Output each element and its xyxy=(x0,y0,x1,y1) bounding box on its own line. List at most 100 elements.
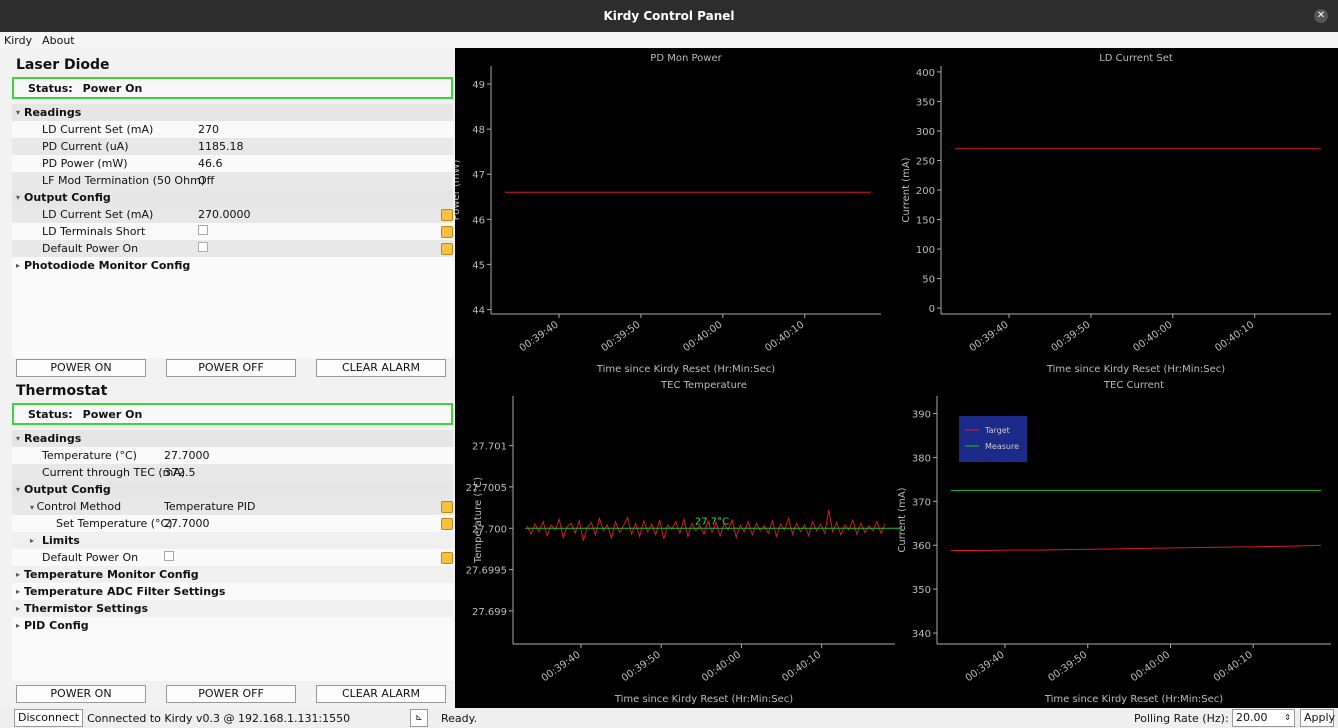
laser-output-group[interactable]: ▾ Output Config xyxy=(12,189,453,206)
y-tick-label: 27.700 xyxy=(472,524,507,535)
legend-box xyxy=(959,416,1027,462)
plot-title: PD Mon Power xyxy=(650,53,722,64)
set-temperature-field[interactable]: 27.7000 xyxy=(164,517,210,530)
thermistor-settings-group[interactable]: ▸ Thermistor Settings xyxy=(12,600,453,617)
thermo-readings-group[interactable]: ▾ Readings xyxy=(12,430,453,447)
reset-default-icon[interactable] xyxy=(441,208,453,221)
laser-readings-group[interactable]: ▾ Readings xyxy=(12,104,453,121)
thermo-reading-row: Temperature (°C) 27.7000 xyxy=(42,449,210,462)
reset-default-icon[interactable] xyxy=(441,517,453,530)
reset-default-icon[interactable] xyxy=(441,242,453,255)
y-axis-label: Current (mA) xyxy=(901,157,912,222)
y-tick-label: 300 xyxy=(916,127,935,138)
ld-current-set-row[interactable]: LD Current Set (mA) 270.0000 xyxy=(12,206,453,223)
x-axis-label: Time since Kirdy Reset (Hr:Min:Sec) xyxy=(614,694,793,705)
laser-default-power-checkbox[interactable] xyxy=(198,242,208,252)
expand-arrow-icon[interactable]: ▸ xyxy=(15,621,20,630)
y-tick-label: 49 xyxy=(472,80,485,91)
x-tick-label: 00:39:40 xyxy=(540,649,583,684)
x-tick-label: 00:40:10 xyxy=(780,649,823,684)
laser-default-power-row: Default Power On xyxy=(12,240,453,257)
menu-about[interactable]: About xyxy=(42,33,75,47)
y-tick-label: 360 xyxy=(912,541,931,552)
expand-arrow-icon[interactable]: ▸ xyxy=(15,604,20,613)
collapse-arrow-icon[interactable]: ▾ xyxy=(15,108,20,117)
y-tick-label: 370 xyxy=(912,497,931,508)
collapse-arrow-icon[interactable]: ▾ xyxy=(15,193,20,202)
reset-default-icon[interactable] xyxy=(441,551,453,564)
temp-adc-filter-group[interactable]: ▸ Temperature ADC Filter Settings xyxy=(12,583,453,600)
close-icon[interactable]: ✕ xyxy=(1314,9,1328,23)
laser-reading-row: LF Mod Termination (50 Ohm) Off xyxy=(12,172,453,189)
disconnect-button[interactable]: Disconnect xyxy=(14,709,84,727)
y-tick-label: 44 xyxy=(472,305,485,316)
control-method-select[interactable]: Temperature PID xyxy=(164,500,256,513)
y-tick-label: 350 xyxy=(916,97,935,108)
y-tick-label: 27.7005 xyxy=(466,483,507,494)
pid-config-group[interactable]: ▸ PID Config xyxy=(12,617,453,634)
laser-button-row: POWER ON POWER OFF CLEAR ALARM xyxy=(16,359,446,377)
y-tick-label: 27.699 xyxy=(472,607,507,618)
y-tick-label: 200 xyxy=(916,186,935,197)
x-tick-label: 00:39:50 xyxy=(1050,319,1093,354)
laser-clear-alarm-button[interactable]: CLEAR ALARM xyxy=(316,359,446,377)
y-tick-label: 340 xyxy=(912,629,931,640)
expand-arrow-icon[interactable]: ▸ xyxy=(30,536,35,545)
thermo-default-power-checkbox[interactable] xyxy=(164,551,174,561)
series-line xyxy=(951,544,1322,551)
x-tick-label: 00:40:00 xyxy=(681,319,724,354)
ld-current-set-field[interactable]: 270.0000 xyxy=(198,208,251,221)
x-axis-label: Time since Kirdy Reset (Hr:Min:Sec) xyxy=(1044,694,1223,705)
x-tick-label: 00:39:50 xyxy=(600,319,643,354)
thermostat-title: Thermostat xyxy=(16,383,108,399)
limits-group[interactable]: ▸ Limits xyxy=(12,532,453,549)
polling-rate-input[interactable]: 20.00 ⇕ xyxy=(1232,709,1295,727)
set-temperature-row[interactable]: Set Temperature (°C) 27.7000 xyxy=(12,515,453,532)
title-bar: Kirdy Control Panel ✕ xyxy=(0,0,1338,32)
laser-status-value: Power On xyxy=(82,81,143,95)
laser-power-off-button[interactable]: POWER OFF xyxy=(166,359,296,377)
thermo-power-on-button[interactable]: POWER ON xyxy=(16,685,146,703)
y-axis-label: Temperature (°C) xyxy=(473,477,484,564)
x-axis-label: Time since Kirdy Reset (Hr:Min:Sec) xyxy=(596,364,775,375)
collapse-arrow-icon[interactable]: ▾ xyxy=(30,503,37,512)
spinbox-arrows-icon[interactable]: ⇕ xyxy=(1284,713,1291,722)
thermo-clear-alarm-button[interactable]: CLEAR ALARM xyxy=(316,685,446,703)
y-tick-label: 350 xyxy=(912,585,931,596)
ld-terminals-short-checkbox[interactable] xyxy=(198,225,208,235)
x-tick-label: 00:40:00 xyxy=(700,649,743,684)
laser-power-on-button[interactable]: POWER ON xyxy=(16,359,146,377)
expand-arrow-icon[interactable]: ▸ xyxy=(15,570,20,579)
plot-settings-icon[interactable]: ⊾ xyxy=(410,709,428,727)
menu-kirdy[interactable]: Kirdy xyxy=(4,33,33,47)
ld-terminals-short-row: LD Terminals Short xyxy=(12,223,453,240)
thermo-output-group[interactable]: ▾ Output Config xyxy=(12,481,453,498)
expand-arrow-icon[interactable]: ▸ xyxy=(15,587,20,596)
expand-arrow-icon[interactable]: ▸ xyxy=(15,261,20,270)
laser-param-tree: ▾ Readings LD Current Set (mA) 270 PD Curr… xyxy=(12,104,453,358)
plot-title: TEC Current xyxy=(1103,380,1164,391)
ready-status: Ready. xyxy=(441,712,478,725)
y-tick-label: 48 xyxy=(472,125,485,136)
x-tick-label: 00:40:10 xyxy=(1213,319,1256,354)
legend-entry: Measure xyxy=(985,442,1019,451)
x-tick-label: 00:39:50 xyxy=(620,649,663,684)
collapse-arrow-icon[interactable]: ▾ xyxy=(15,434,20,443)
x-tick-label: 00:39:40 xyxy=(964,649,1007,684)
plots-svg[interactable]: PD Mon Power 44 45 46 47 48 49 00:39:40 00:39:50… xyxy=(451,48,1338,708)
photodiode-config-group[interactable]: ▸ Photodiode Monitor Config xyxy=(12,257,453,274)
y-axis-label: Current (mA) xyxy=(897,487,908,552)
y-tick-label: 390 xyxy=(912,410,931,421)
reset-default-icon[interactable] xyxy=(441,225,453,238)
temp-monitor-group[interactable]: ▸ Temperature Monitor Config xyxy=(12,566,453,583)
control-method-row[interactable]: ▾ Control Method Temperature PID xyxy=(12,498,453,515)
status-bar: Disconnect Connected to Kirdy v0.3 @ 192… xyxy=(0,708,1338,728)
thermo-power-off-button[interactable]: POWER OFF xyxy=(166,685,296,703)
laser-reading-row: PD Current (uA) 1185.18 xyxy=(12,138,453,155)
reset-default-icon[interactable] xyxy=(441,500,453,513)
laser-reading-row: LD Current Set (mA) 270 xyxy=(42,123,219,136)
collapse-arrow-icon[interactable]: ▾ xyxy=(15,485,20,494)
thermostat-status-label: Status: xyxy=(28,407,73,421)
apply-button[interactable]: Apply xyxy=(1300,709,1335,727)
